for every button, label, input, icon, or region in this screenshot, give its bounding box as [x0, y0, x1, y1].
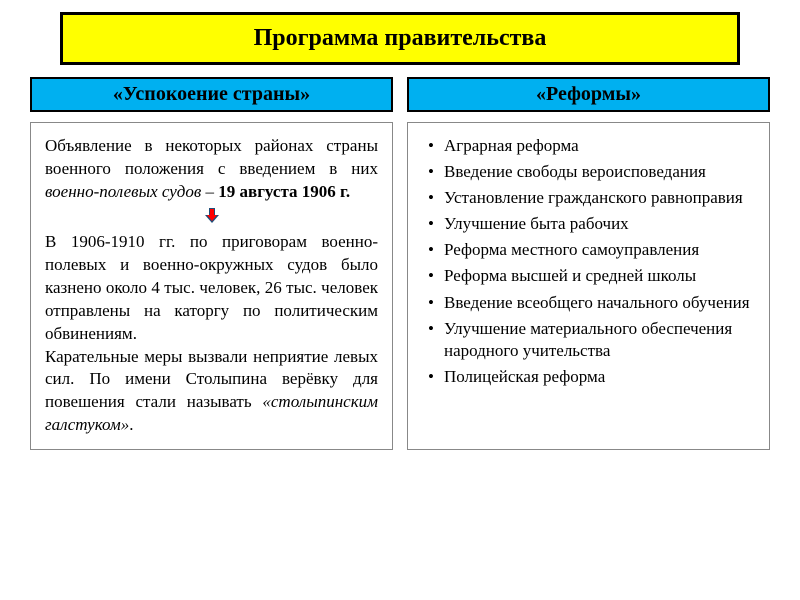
arrow-container: [45, 208, 378, 225]
columns-container: «Успокоение страны» Объявление в некотор…: [30, 77, 770, 450]
para3-text2: .: [129, 415, 133, 434]
list-item: Полицейская реформа: [422, 366, 755, 388]
list-item: Реформа местного самоуправления: [422, 239, 755, 261]
left-content-box: Объявление в некоторых районах страны во…: [30, 122, 393, 450]
left-subtitle: «Успокоение страны»: [113, 83, 310, 105]
para1-text2: –: [201, 182, 218, 201]
left-para3: Карательные меры вызвали неприятие левых…: [45, 346, 378, 438]
left-column: «Успокоение страны» Объявление в некотор…: [30, 77, 393, 450]
list-item: Введение свободы вероисповедания: [422, 161, 755, 183]
main-title-box: Программа правительства: [60, 12, 740, 65]
left-para2: В 1906-1910 гг. по приговорам военно-пол…: [45, 231, 378, 346]
list-item: Улучшение быта рабочих: [422, 213, 755, 235]
list-item: Введение всеобщего начального обучения: [422, 292, 755, 314]
para1-bold: 19 августа 1906 г.: [218, 182, 350, 201]
left-subtitle-box: «Успокоение страны»: [30, 77, 393, 112]
right-subtitle-box: «Реформы»: [407, 77, 770, 112]
para1-text1: Объявление в некоторых районах страны во…: [45, 136, 378, 178]
list-item: Аграрная реформа: [422, 135, 755, 157]
list-item: Реформа высшей и средней школы: [422, 265, 755, 287]
right-content-box: Аграрная реформа Введение свободы вероис…: [407, 122, 770, 450]
right-column: «Реформы» Аграрная реформа Введение своб…: [407, 77, 770, 450]
list-item: Улучшение материального обеспечения наро…: [422, 318, 755, 362]
main-title: Программа правительства: [254, 25, 547, 51]
right-subtitle: «Реформы»: [536, 83, 641, 105]
list-item: Установление гражданского равноправия: [422, 187, 755, 209]
down-arrow-icon: [205, 208, 219, 222]
reforms-list: Аграрная реформа Введение свободы вероис…: [422, 135, 755, 388]
para1-italic: военно-полевых судов: [45, 182, 201, 201]
left-para1: Объявление в некоторых районах страны во…: [45, 135, 378, 204]
